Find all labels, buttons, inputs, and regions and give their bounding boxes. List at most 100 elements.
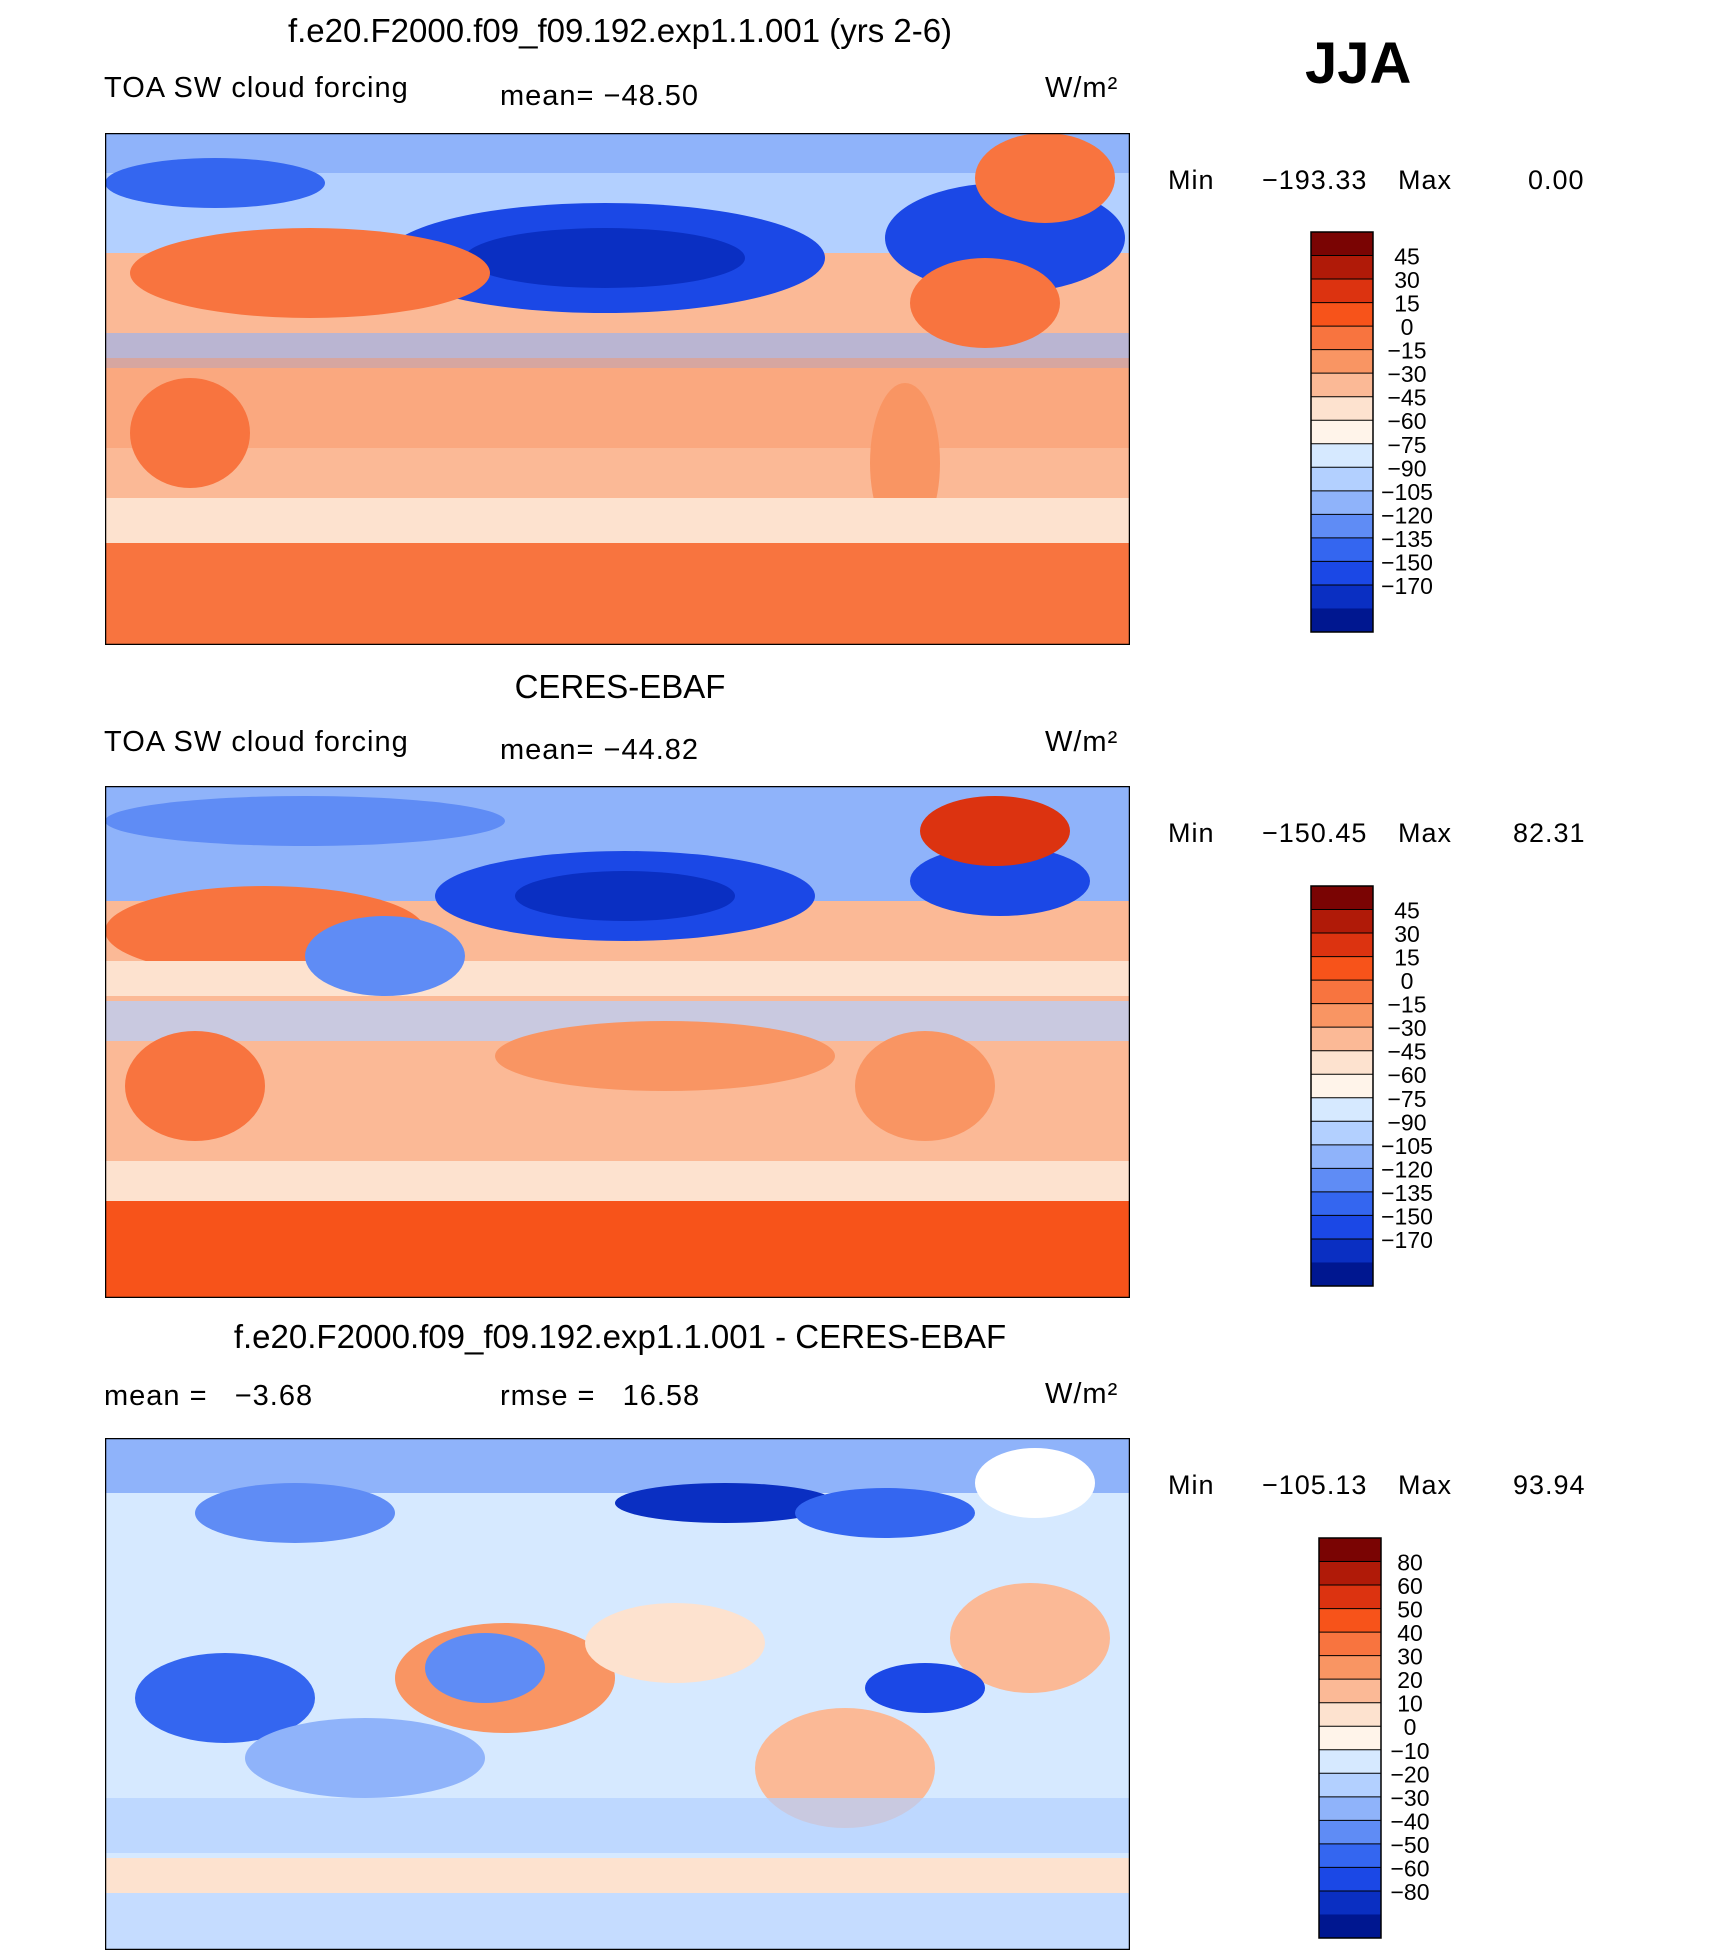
colorbar-tick-label: −45 (1387, 385, 1426, 411)
panel-3-min-label: Min (1168, 1470, 1215, 1500)
colorbar-tick-label: −20 (1390, 1761, 1429, 1787)
colorbar-swatch (1319, 1561, 1381, 1586)
panel-2-map (105, 786, 1130, 1298)
panel-2-min-label: Min (1168, 818, 1215, 848)
colorbar-tick-label: −10 (1390, 1738, 1429, 1764)
colorbar-frame (1310, 885, 1374, 1287)
panel-1-max-label: Max (1398, 165, 1453, 195)
colorbar-tick-label: −75 (1387, 1086, 1426, 1112)
colorbar-tick-label: −30 (1390, 1785, 1429, 1811)
colorbar-swatch (1311, 584, 1373, 609)
colorbar-tick-label: −15 (1387, 992, 1426, 1018)
colorbar-tick-label: 30 (1394, 267, 1420, 293)
panel-3-max-value: 93.94 (1513, 1470, 1586, 1500)
panel-2-title: CERES-EBAF (514, 668, 726, 705)
colorbar-swatch (1311, 933, 1373, 958)
colorbar-tick-label: 50 (1397, 1597, 1423, 1623)
colorbar-tick-label: 45 (1394, 898, 1420, 924)
panel-1-variable-label: TOA SW cloud forcing (104, 72, 409, 104)
colorbar-tick-label: 45 (1394, 244, 1420, 270)
colorbar-swatch (1311, 1215, 1373, 1240)
colorbar-tick-label: −30 (1387, 361, 1426, 387)
colorbar-swatch (1311, 1027, 1373, 1052)
colorbar-swatch (1311, 561, 1373, 586)
colorbar-tick-label: 40 (1397, 1620, 1423, 1646)
colorbar-swatch (1319, 1702, 1381, 1727)
colorbar-tick-label: −120 (1381, 502, 1433, 528)
colorbar-swatch (1319, 1585, 1381, 1610)
colorbar-swatch (1311, 232, 1373, 257)
season-label: JJA (1305, 31, 1412, 96)
panel-2-max-value: 82.31 (1513, 818, 1586, 848)
colorbar-tick-label: −60 (1387, 1062, 1426, 1088)
colorbar-swatch (1319, 1608, 1381, 1633)
colorbar-swatch (1311, 373, 1373, 398)
colorbar-swatch (1311, 886, 1373, 911)
panel-2-variable-label: TOA SW cloud forcing (104, 726, 409, 758)
colorbar-tick-label: 60 (1397, 1573, 1423, 1599)
colorbar-swatch (1311, 326, 1373, 351)
colorbar-tick-label: −60 (1390, 1855, 1429, 1881)
panel-1-title: f.e20.F2000.f09_f09.192.exp1.1.001 (yrs … (287, 12, 953, 49)
colorbar-swatch (1311, 1050, 1373, 1075)
panel-1-mean-label: mean= −48.50 (500, 80, 700, 112)
colorbar-swatch (1311, 443, 1373, 468)
colorbar-swatch (1311, 909, 1373, 934)
panel-2-mean-label: mean= −44.82 (500, 734, 700, 766)
colorbar-tick-label: −90 (1387, 455, 1426, 481)
colorbar-tick-label: −60 (1387, 408, 1426, 434)
colorbar-swatch (1319, 1820, 1381, 1845)
colorbar-tick-label: 30 (1397, 1644, 1423, 1670)
panel-3-title: f.e20.F2000.f09_f09.192.exp1.1.001 - CER… (233, 1318, 1007, 1355)
colorbar-tick-label: −105 (1381, 479, 1433, 505)
panel-2-min-value: −150.45 (1262, 818, 1368, 848)
colorbar-tick-label: 10 (1397, 1691, 1423, 1717)
colorbar-swatch (1311, 302, 1373, 327)
colorbar-swatch (1319, 1914, 1381, 1939)
colorbar-swatch (1319, 1632, 1381, 1657)
colorbar-swatch (1311, 956, 1373, 981)
colorbar-swatch (1319, 1890, 1381, 1915)
colorbar-swatch (1311, 1003, 1373, 1028)
colorbar-tick-label: 0 (1401, 314, 1414, 340)
colorbar-swatch (1319, 1773, 1381, 1798)
panel-3-min-value: −105.13 (1262, 1470, 1368, 1500)
colorbar-tick-label: −90 (1387, 1109, 1426, 1135)
colorbar-swatch (1311, 420, 1373, 445)
panel-1-max-value: 0.00 (1528, 165, 1585, 195)
colorbar-tick-label: −170 (1381, 573, 1433, 599)
colorbar-tick-label: −135 (1381, 526, 1433, 552)
colorbar-tick-label: −135 (1381, 1180, 1433, 1206)
colorbar-swatch (1319, 1796, 1381, 1821)
colorbar-swatch (1319, 1726, 1381, 1751)
colorbar-swatch (1311, 255, 1373, 280)
panel-2-colorbar: 4530150−15−30−45−60−75−90−105−120−135−15… (1310, 885, 1433, 1287)
colorbar-swatch (1311, 1238, 1373, 1263)
colorbar-swatch (1319, 1655, 1381, 1680)
colorbar-swatch (1319, 1867, 1381, 1892)
colorbar-tick-label: −170 (1381, 1227, 1433, 1253)
colorbar-swatch (1311, 980, 1373, 1005)
colorbar-swatch (1311, 608, 1373, 633)
colorbar-tick-label: 30 (1394, 921, 1420, 947)
panel-3-rmse-label: rmse = 16.58 (500, 1380, 701, 1412)
colorbar-tick-label: −150 (1381, 1203, 1433, 1229)
colorbar-swatch (1311, 396, 1373, 421)
colorbar-swatch (1311, 1262, 1373, 1287)
colorbar-swatch (1319, 1843, 1381, 1868)
colorbar-swatch (1311, 1074, 1373, 1099)
colorbar-tick-label: −30 (1387, 1015, 1426, 1041)
colorbar-tick-label: 0 (1404, 1714, 1417, 1740)
colorbar-tick-label: 20 (1397, 1667, 1423, 1693)
panel-3-units: W/m² (1045, 1378, 1119, 1410)
panel-1-map (105, 133, 1130, 645)
colorbar-tick-label: 15 (1394, 291, 1420, 317)
panel-2-max-label: Max (1398, 818, 1453, 848)
colorbar-tick-label: 0 (1401, 968, 1414, 994)
panel-3-mean-label: mean = −3.68 (104, 1380, 314, 1412)
colorbar-swatch (1319, 1679, 1381, 1704)
colorbar-tick-label: −15 (1387, 338, 1426, 364)
colorbar-tick-label: −80 (1390, 1879, 1429, 1905)
panel-3-max-label: Max (1398, 1470, 1453, 1500)
